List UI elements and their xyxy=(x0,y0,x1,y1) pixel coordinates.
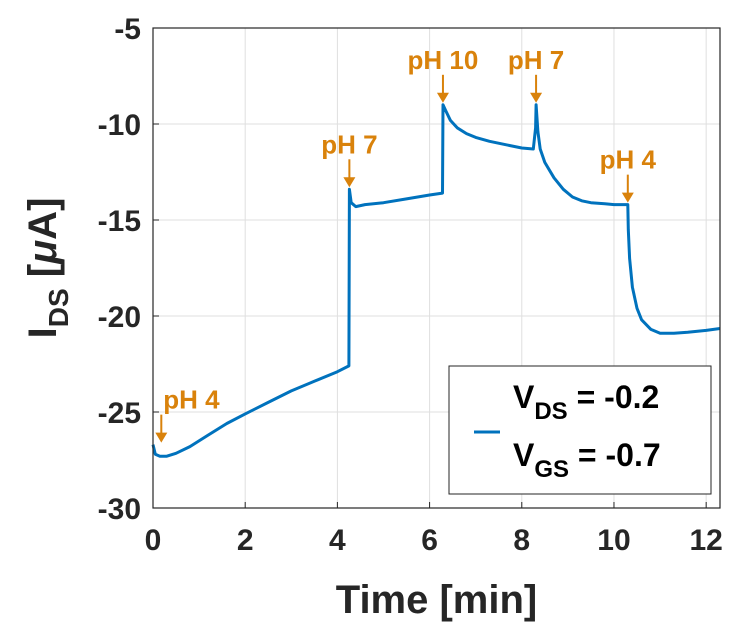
annotation-arrow-head xyxy=(530,92,543,103)
annotation-arrow-head xyxy=(621,192,634,203)
y-axis-title-unit-open: [ xyxy=(21,264,65,288)
plot-frame xyxy=(152,27,721,509)
legend-vgs-main: V xyxy=(513,437,535,473)
y-tick-label: -30 xyxy=(98,493,141,526)
y-axis-title-sub: DS xyxy=(43,288,74,327)
y-tick-labels: -30 -25 -20 -15 -10 -5 xyxy=(98,13,159,526)
legend-vds-sub: DS xyxy=(534,398,567,425)
annotations: pH 4 pH 7 pH 10 pH 7 pH 4 xyxy=(155,45,657,443)
annotation-arrow-head xyxy=(436,92,449,103)
annotation-label: pH 7 xyxy=(321,129,377,159)
legend-vds-main: V xyxy=(513,379,535,415)
annotation-arrow-head xyxy=(155,432,168,443)
legend-vgs-rest: = -0.7 xyxy=(569,437,661,473)
y-tick-label: -10 xyxy=(98,109,141,142)
x-tick-label: 8 xyxy=(513,524,530,557)
x-tick-label: 2 xyxy=(237,524,254,557)
legend-vgs-sub: GS xyxy=(534,456,569,483)
series-line xyxy=(151,103,721,458)
x-axis-title: Time [min] xyxy=(336,578,538,622)
x-tick-label: 0 xyxy=(145,524,162,557)
plot-series xyxy=(151,103,721,458)
annotation-arrow-head xyxy=(343,177,356,188)
x-tick-label: 12 xyxy=(689,524,722,557)
legend: VDS = -0.2 VGS = -0.7 xyxy=(448,365,712,495)
y-axis-title: IDS [μA] xyxy=(21,198,74,339)
y-axis-title-unit-close: A] xyxy=(21,198,65,240)
x-tick-label: 4 xyxy=(329,524,346,557)
y-tick-label: -25 xyxy=(98,397,141,430)
y-tick-label: -15 xyxy=(98,205,141,238)
legend-box xyxy=(448,365,712,495)
annotation-label: pH 10 xyxy=(408,45,479,75)
y-tick-label: -5 xyxy=(114,13,141,46)
x-tick-label: 6 xyxy=(421,524,438,557)
annotation-label: pH 4 xyxy=(600,145,657,175)
annotation-label: pH 4 xyxy=(163,385,220,415)
legend-label-vds: VDS = -0.2 xyxy=(513,379,659,425)
legend-vds-rest: = -0.2 xyxy=(568,379,660,415)
x-tick-labels: 0 2 4 6 8 10 12 xyxy=(145,502,723,557)
legend-label-vgs: VGS = -0.7 xyxy=(513,437,661,483)
y-tick-label: -20 xyxy=(98,301,141,334)
x-tick-label: 10 xyxy=(597,524,630,557)
y-axis-title-main: I xyxy=(21,327,65,338)
annotation-label: pH 7 xyxy=(508,45,564,75)
y-axis-title-mu: μ xyxy=(21,240,65,265)
